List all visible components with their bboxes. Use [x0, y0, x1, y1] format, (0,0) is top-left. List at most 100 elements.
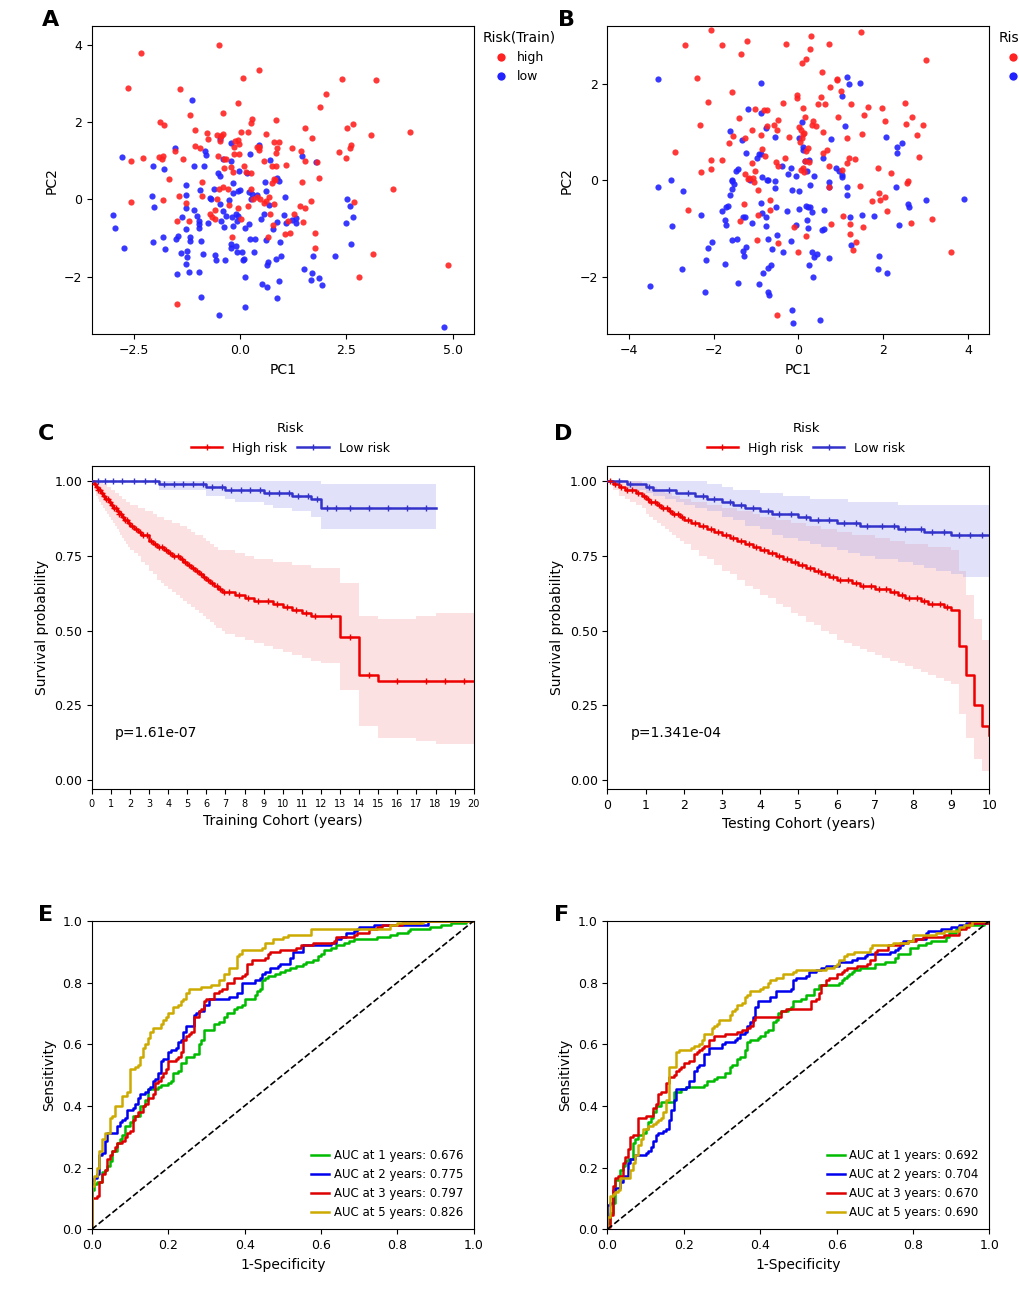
AUC at 5 years: 0.826: (0.867, 1): 0.826: (0.867, 1)	[417, 914, 429, 929]
Point	[794, 158, 810, 179]
Point	[756, 145, 772, 166]
Point	[842, 93, 858, 114]
AUC at 5 years: 0.690: (0.92, 0.973): 0.690: (0.92, 0.973)	[952, 921, 964, 937]
Point	[181, 230, 198, 251]
Point	[254, 274, 270, 295]
Point	[881, 163, 898, 184]
Point	[291, 195, 308, 216]
AUC at 5 years: 0.690: (0.553, 0.84): 0.690: (0.553, 0.84)	[812, 963, 824, 978]
AUC at 5 years: 0.690: (0, 0): 0.690: (0, 0)	[601, 1222, 613, 1237]
Point	[183, 89, 200, 110]
Point	[226, 131, 243, 151]
Point	[135, 148, 151, 168]
Point	[796, 150, 812, 171]
Point	[237, 162, 254, 182]
Point	[154, 149, 170, 170]
Point	[177, 254, 194, 274]
AUC at 2 years: 0.704: (0, 0): 0.704: (0, 0)	[601, 1222, 613, 1237]
Point	[798, 210, 814, 230]
Point	[791, 199, 807, 220]
Point	[759, 282, 775, 303]
Point	[224, 226, 240, 247]
Point	[800, 151, 816, 172]
Point	[156, 114, 172, 135]
Point	[910, 146, 926, 167]
AUC at 3 years: 0.670: (0, 0): 0.670: (0, 0)	[601, 1222, 613, 1237]
Point	[303, 270, 319, 291]
Point	[116, 237, 132, 258]
Point	[733, 43, 749, 63]
Legend: high, low: high, low	[993, 26, 1019, 88]
Point	[767, 197, 784, 217]
Point	[168, 211, 184, 232]
Point	[256, 150, 272, 171]
Point	[712, 150, 729, 171]
Point	[899, 171, 915, 192]
Point	[725, 173, 741, 194]
Point	[193, 230, 209, 251]
Point	[297, 118, 313, 138]
Point	[230, 144, 247, 164]
Point	[269, 289, 285, 309]
AUC at 1 years: 0.676: (0.98, 1): 0.676: (0.98, 1)	[460, 914, 472, 929]
Point	[294, 212, 311, 233]
Point	[45, 259, 61, 280]
Point	[145, 232, 161, 252]
Point	[894, 132, 910, 153]
Point	[365, 245, 381, 265]
Point	[736, 194, 752, 215]
Point	[292, 141, 309, 162]
Point	[192, 180, 208, 201]
Point	[796, 151, 812, 172]
Point	[743, 119, 759, 140]
Point	[197, 141, 213, 162]
Point	[174, 149, 191, 170]
Point	[800, 255, 816, 276]
Point	[827, 158, 844, 179]
Point	[723, 179, 740, 199]
Point	[258, 255, 274, 276]
Point	[736, 164, 752, 185]
Point	[871, 190, 888, 211]
Point	[757, 215, 773, 236]
Point	[232, 210, 249, 230]
Point	[252, 208, 268, 229]
AUC at 1 years: 0.692: (0.92, 0.973): 0.692: (0.92, 0.973)	[952, 921, 964, 937]
Point	[266, 194, 282, 215]
Point	[820, 177, 837, 198]
Point	[227, 236, 244, 256]
Point	[737, 127, 753, 148]
Point	[896, 93, 912, 114]
Point	[870, 182, 887, 203]
Point	[834, 160, 850, 181]
Point	[830, 160, 847, 181]
AUC at 3 years: 0.797: (0.86, 1): 0.797: (0.86, 1)	[414, 914, 426, 929]
AUC at 3 years: 0.797: (0.913, 1): 0.797: (0.913, 1)	[434, 914, 446, 929]
Point	[794, 53, 810, 74]
Point	[914, 115, 930, 136]
Point	[243, 189, 259, 210]
AUC at 1 years: 0.692: (0, 0): 0.692: (0, 0)	[601, 1222, 613, 1237]
Point	[296, 259, 312, 280]
Point	[317, 83, 333, 104]
Legend: High risk, Low risk: High risk, Low risk	[701, 417, 910, 459]
Y-axis label: Survival probability: Survival probability	[549, 560, 564, 695]
Point	[743, 212, 759, 233]
Point	[897, 114, 913, 135]
Point	[752, 193, 768, 214]
Point	[784, 180, 800, 201]
Point	[852, 22, 868, 43]
Point	[251, 136, 267, 157]
Point	[179, 241, 196, 261]
Point	[145, 157, 161, 177]
X-axis label: Training Cohort (years): Training Cohort (years)	[203, 814, 362, 828]
Line: AUC at 3 years: 0.670: AUC at 3 years: 0.670	[607, 921, 988, 1229]
Point	[853, 123, 869, 144]
Point	[245, 189, 261, 210]
Point	[847, 232, 863, 252]
Point	[304, 263, 320, 283]
Point	[196, 155, 212, 176]
Point	[239, 163, 256, 184]
Point	[168, 229, 184, 250]
Point	[440, 255, 457, 276]
